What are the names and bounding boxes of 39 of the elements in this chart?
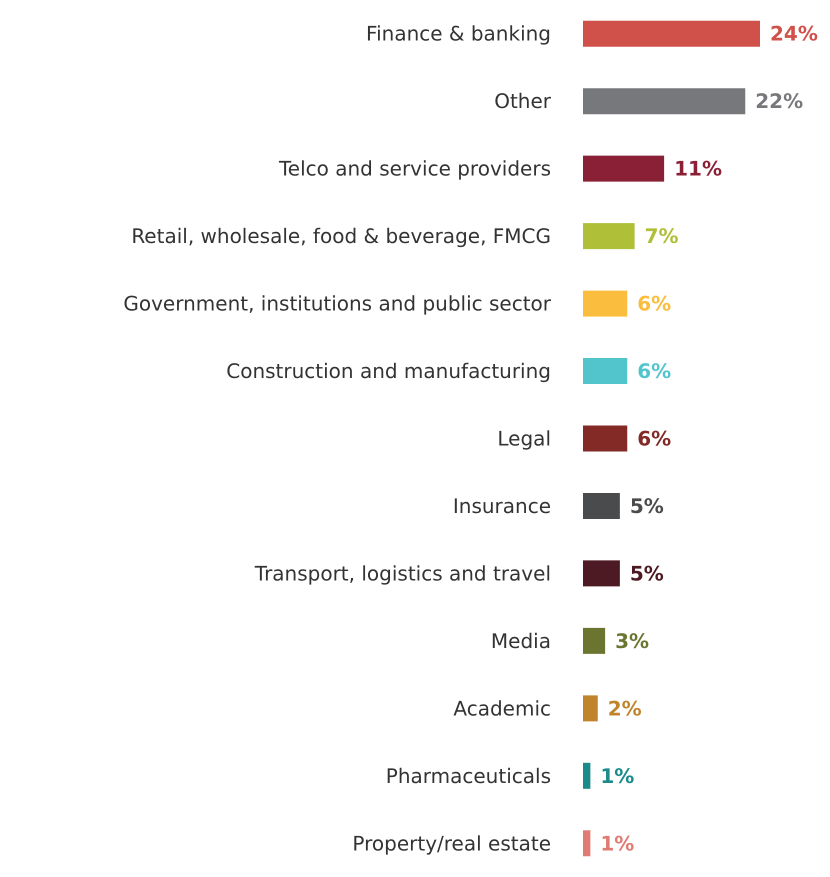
y-tick-label: Media xyxy=(490,628,551,653)
data-label: 5% xyxy=(630,561,664,586)
y-tick-label: Other xyxy=(494,89,552,114)
data-label: 24% xyxy=(770,22,818,46)
y-tick-label: Finance & banking xyxy=(366,22,551,46)
bar xyxy=(583,695,598,722)
y-tick-label: Retail, wholesale, food & beverage, FMCG xyxy=(131,224,551,248)
data-label: 11% xyxy=(674,156,722,181)
y-tick-label: Property/real estate xyxy=(352,831,551,856)
data-label: 5% xyxy=(630,494,664,518)
data-label: 1% xyxy=(600,831,634,856)
bar xyxy=(583,156,664,182)
bar xyxy=(583,762,590,789)
y-tick-label: Transport, logistics and travel xyxy=(254,561,551,586)
data-label: 2% xyxy=(608,696,642,720)
bar xyxy=(583,830,590,856)
bar xyxy=(583,290,628,317)
bar xyxy=(583,223,635,250)
data-label: 6% xyxy=(637,359,672,384)
y-tick-label: Government, institutions and public sector xyxy=(123,292,552,316)
data-label: 7% xyxy=(644,224,679,248)
y-tick-label: Legal xyxy=(497,426,551,450)
data-label: 6% xyxy=(637,426,672,450)
y-tick-label: Construction and manufacturing xyxy=(226,359,551,384)
y-tick-label: Telco and service providers xyxy=(278,156,551,181)
bar xyxy=(583,560,620,586)
data-label: 3% xyxy=(615,628,650,653)
bar xyxy=(583,20,760,47)
y-tick-label: Academic xyxy=(453,696,551,720)
bar xyxy=(583,88,746,114)
data-label: 6% xyxy=(637,292,672,316)
bar xyxy=(583,358,628,384)
bar xyxy=(583,628,606,654)
data-label: 22% xyxy=(755,89,804,114)
y-tick-label: Insurance xyxy=(452,494,551,518)
y-tick-label: Pharmaceuticals xyxy=(386,764,551,788)
bar xyxy=(583,492,620,519)
data-label: 1% xyxy=(600,764,634,788)
bar xyxy=(583,426,628,452)
